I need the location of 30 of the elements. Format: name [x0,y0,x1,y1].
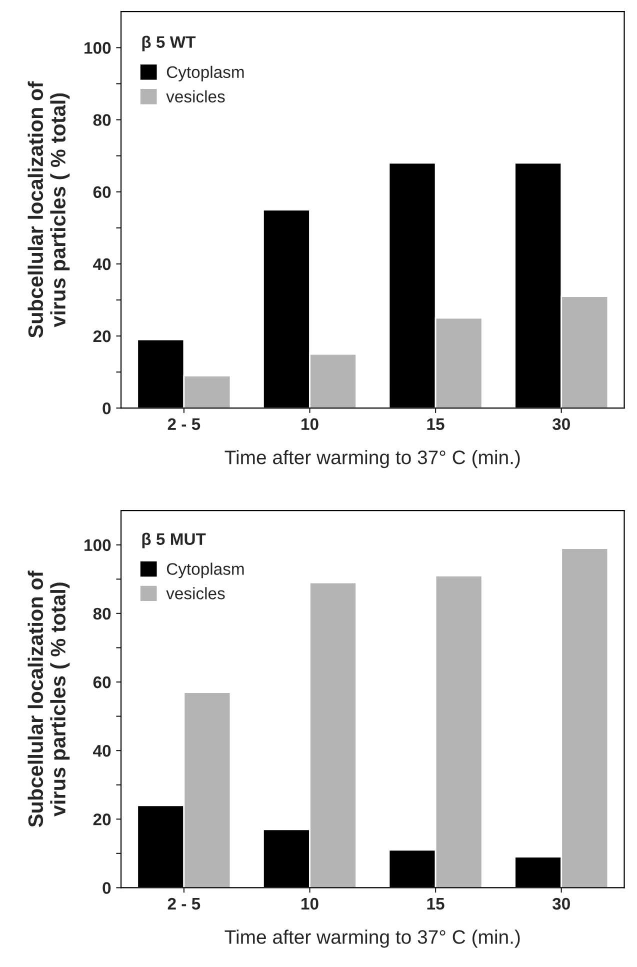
text: β 5 WT [142,36,196,52]
x-tick-label: 15 [427,898,444,910]
legend-label: vesicles [166,90,225,103]
text: β 5 MUT [142,532,206,548]
x-tick-label: 2 - 5 [168,898,200,910]
x-axis-title: Time after warming to 37° C (min.) [224,930,520,948]
x-tick-label: 10 [302,898,318,910]
y-tick-label: 100 [84,42,111,54]
x-axis-title: Time after warming to 37° C (min.) [224,450,520,468]
x-tick-label: 15 [427,418,444,430]
y-axis-title: Subcellular localization of virus particles ( % total) [28,570,70,828]
x-tick-label: 30 [552,898,570,910]
y-tick-label: 0 [102,882,111,894]
y-tick-label: 20 [93,330,111,342]
y-tick-label: 0 [102,402,111,414]
x-tick-label: 30 [552,418,570,430]
y-tick-label: 80 [93,608,111,620]
x-tick-label: 10 [302,418,318,430]
y-tick-label: 20 [93,814,111,826]
legend-label: vesicles [166,587,225,600]
y-axis-title: Subcellular localization of virus particles ( % total) [28,81,70,338]
y-tick-label: 40 [93,258,111,270]
y-tick-label: 100 [84,539,111,552]
legend-label: Cytoplasm [166,66,244,82]
legend-label: Cytoplasm [166,562,244,578]
y-tick-label: 80 [93,114,111,126]
y-tick-label: 60 [93,186,111,198]
y-tick-label: 60 [93,676,111,688]
x-tick-label: 2 - 5 [168,418,200,430]
y-tick-label: 40 [93,744,111,757]
